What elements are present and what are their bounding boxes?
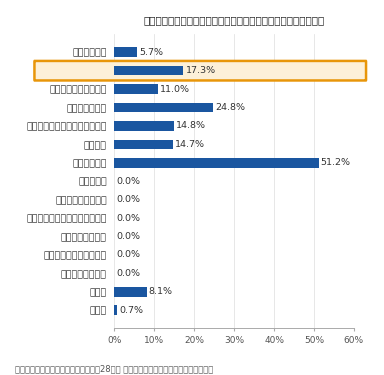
Bar (114, 66, 184, 75)
Bar (114, 84, 158, 94)
Text: 0.0%: 0.0% (116, 232, 141, 241)
Text: 0.0%: 0.0% (116, 251, 141, 260)
Text: 17.3%: 17.3% (185, 66, 215, 75)
Bar (114, 48, 137, 57)
Title: 注文住宅取得世帯の施工者に関する情報収集方法（複数回答可）: 注文住宅取得世帯の施工者に関する情報収集方法（複数回答可） (144, 15, 325, 25)
Text: 0.7%: 0.7% (119, 306, 143, 315)
Text: 14.7%: 14.7% (175, 140, 205, 149)
Bar (114, 103, 214, 112)
Text: 0.0%: 0.0% (116, 195, 141, 204)
Bar (114, 121, 174, 131)
Text: 5.7%: 5.7% (139, 48, 163, 57)
Bar (114, 287, 147, 297)
Bar (114, 158, 319, 168)
Text: 8.1%: 8.1% (149, 287, 173, 296)
Text: 0.0%: 0.0% (116, 214, 141, 223)
FancyBboxPatch shape (35, 61, 366, 81)
Bar (114, 305, 117, 315)
Bar (114, 140, 173, 149)
Text: 24.8%: 24.8% (215, 103, 245, 112)
Text: 51.2%: 51.2% (321, 158, 351, 167)
Text: 0.0%: 0.0% (116, 177, 141, 186)
Text: 0.0%: 0.0% (116, 269, 141, 278)
Text: （ともに、国土交通省住宅局の「平成28年度 住宅市場動向調査報告書」データより）: （ともに、国土交通省住宅局の「平成28年度 住宅市場動向調査報告書」データより） (15, 364, 214, 373)
Text: 14.8%: 14.8% (175, 122, 205, 130)
Text: 11.0%: 11.0% (161, 85, 190, 94)
